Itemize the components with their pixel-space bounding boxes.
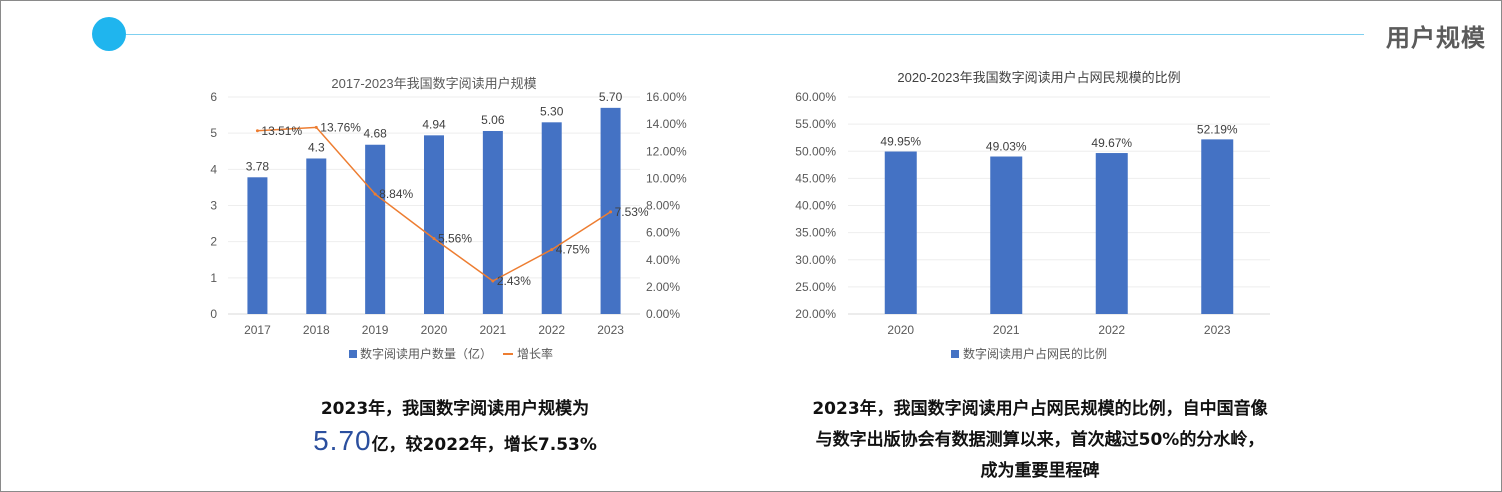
- y-left-tick-label: 2: [210, 235, 217, 249]
- growth-rate-point: [373, 192, 377, 196]
- bar-value-label: 4.94: [422, 117, 446, 131]
- bar-value-label: 4.3: [308, 140, 325, 154]
- growth-rate-point: [255, 129, 259, 133]
- bar: [424, 135, 444, 314]
- growth-rate-label: 13.76%: [320, 120, 361, 134]
- caption-right-line1: 2023年，我国数字阅读用户占网民规模的比例，自中国音像: [812, 399, 1268, 419]
- bar: [365, 144, 386, 314]
- bar: [482, 130, 503, 314]
- bar: [990, 156, 1023, 314]
- growth-rate-label: 8.84%: [379, 187, 413, 201]
- caption-right-line2: 与数字出版协会有数据测算以来，首次越过50%的分水岭，: [815, 430, 1265, 450]
- x-tick-label: 2020: [887, 323, 914, 337]
- x-tick-label: 2019: [362, 323, 389, 337]
- y-right-tick-label: 12.00%: [646, 144, 687, 158]
- growth-rate-point: [432, 237, 436, 241]
- bar-value-label: 5.06: [481, 113, 505, 127]
- bar-value-label: 5.70: [599, 90, 623, 104]
- growth-rate-label: 2.43%: [497, 274, 531, 288]
- chart-title: 2017-2023年我国数字阅读用户规模: [331, 76, 536, 91]
- growth-rate-label: 5.56%: [438, 232, 472, 246]
- page-title: 用户规模: [1386, 24, 1486, 52]
- y-tick-label: 45.00%: [795, 171, 836, 185]
- caption-right: 2023年，我国数字阅读用户占网民规模的比例，自中国音像 与数字出版协会有数据测…: [760, 394, 1320, 487]
- bar: [1095, 153, 1128, 314]
- y-tick-label: 30.00%: [795, 253, 836, 267]
- x-tick-label: 2023: [597, 323, 624, 337]
- growth-rate-label: 7.53%: [615, 205, 649, 219]
- y-right-tick-label: 0.00%: [646, 307, 680, 321]
- caption-left-line1: 2023年，我国数字阅读用户规模为: [320, 399, 590, 419]
- x-tick-label: 2018: [303, 323, 330, 337]
- legend-swatch-bar: [951, 350, 959, 358]
- legend-label-line: 增长率: [517, 346, 553, 361]
- bar-value-label: 3.78: [246, 159, 270, 173]
- x-tick-label: 2022: [1098, 323, 1125, 337]
- caption-right-line3: 成为重要里程碑: [980, 461, 1100, 481]
- bar: [1201, 139, 1234, 314]
- y-right-tick-label: 14.00%: [646, 117, 687, 131]
- growth-rate-point: [550, 248, 554, 252]
- y-tick-label: 25.00%: [795, 280, 836, 294]
- y-right-tick-label: 8.00%: [646, 199, 680, 213]
- header-dot: [92, 17, 126, 51]
- y-right-tick-label: 2.00%: [646, 280, 680, 294]
- header-rule: [126, 34, 1364, 35]
- chart-title: 2020-2023年我国数字阅读用户占网民规模的比例: [897, 70, 1180, 85]
- caption-left-rest: 亿，较2022年，增长7.53%: [371, 435, 597, 455]
- growth-rate-label: 4.75%: [556, 243, 590, 257]
- caption-left: 2023年，我国数字阅读用户规模为 5.70亿，较2022年，增长7.53%: [250, 394, 660, 461]
- legend-label-bar: 数字阅读用户占网民的比例: [963, 346, 1107, 361]
- y-right-tick-label: 10.00%: [646, 171, 687, 185]
- y-tick-label: 35.00%: [795, 226, 836, 240]
- y-tick-label: 40.00%: [795, 199, 836, 213]
- y-right-tick-label: 16.00%: [646, 90, 687, 104]
- bar: [306, 158, 327, 314]
- bar-value-label: 5.30: [540, 104, 564, 118]
- caption-big-number: 5.70: [313, 425, 372, 456]
- y-left-tick-label: 3: [210, 199, 217, 213]
- y-left-tick-label: 4: [210, 162, 217, 176]
- y-tick-label: 55.00%: [795, 117, 836, 131]
- bar-value-label: 49.95%: [880, 135, 921, 149]
- bar: [884, 151, 917, 314]
- y-right-tick-label: 6.00%: [646, 226, 680, 240]
- y-tick-label: 50.00%: [795, 144, 836, 158]
- bar-value-label: 49.67%: [1091, 136, 1132, 150]
- bar-value-label: 4.68: [363, 127, 387, 141]
- x-tick-label: 2020: [421, 323, 448, 337]
- legend-swatch-bar: [349, 350, 357, 358]
- legend-label-bar: 数字阅读用户数量（亿）: [360, 346, 492, 361]
- growth-rate-point: [314, 125, 318, 129]
- y-left-tick-label: 0: [210, 307, 217, 321]
- bar: [541, 122, 562, 314]
- x-tick-label: 2021: [480, 323, 507, 337]
- growth-rate-label: 13.51%: [261, 124, 302, 138]
- caption-left-line2: 5.70亿，较2022年，增长7.53%: [250, 425, 660, 461]
- x-tick-label: 2023: [1204, 323, 1231, 337]
- growth-rate-point: [491, 279, 495, 283]
- growth-rate-point: [609, 210, 613, 214]
- bar: [247, 177, 268, 314]
- x-tick-label: 2022: [538, 323, 565, 337]
- chart-user-scale: 2017-2023年我国数字阅读用户规模 0 1 2 3 4 5 6 0.00% 2.00% 4.0…: [210, 76, 687, 361]
- y-left-tick-label: 6: [210, 90, 217, 104]
- x-tick-label: 2017: [244, 323, 271, 337]
- y-right-tick-label: 4.00%: [646, 253, 680, 267]
- chart-netizen-ratio: 2020-2023年我国数字阅读用户占网民规模的比例 20.00% 25.00% 30…: [795, 70, 1270, 361]
- y-left-tick-label: 5: [210, 126, 217, 140]
- bar-value-label: 52.19%: [1197, 122, 1238, 136]
- y-tick-label: 20.00%: [795, 307, 836, 321]
- y-tick-label: 60.00%: [795, 90, 836, 104]
- bar-value-label: 49.03%: [986, 140, 1027, 154]
- y-left-tick-label: 1: [210, 271, 217, 285]
- x-tick-label: 2021: [993, 323, 1020, 337]
